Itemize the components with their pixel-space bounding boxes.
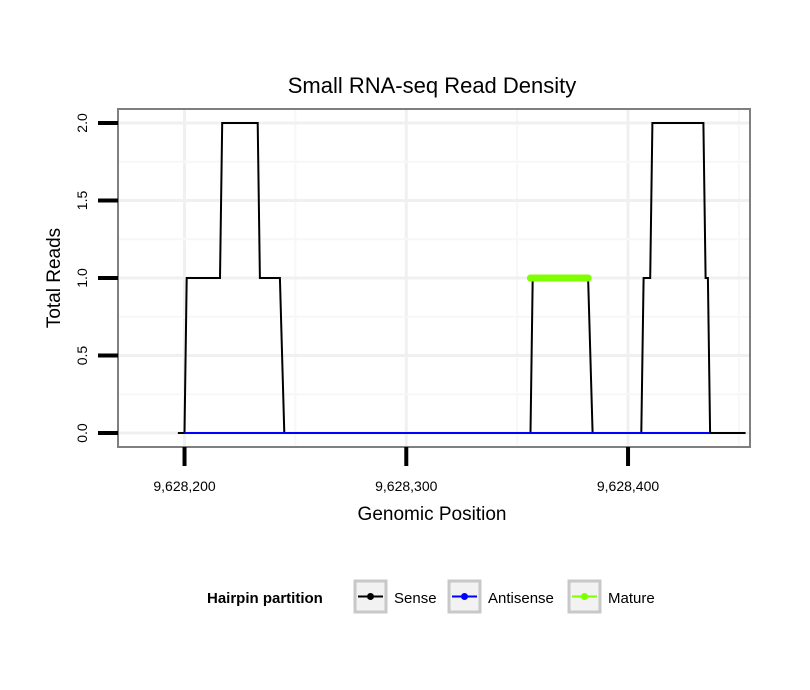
x-tick-label: 9,628,300	[375, 478, 437, 494]
series-point-mature	[526, 274, 534, 282]
x-axis-title: Genomic Position	[358, 504, 507, 525]
legend-item-mature: Mature	[567, 579, 655, 614]
x-tick-label: 9,628,400	[597, 478, 659, 494]
legend-key-point	[367, 593, 374, 600]
legend: Hairpin partition Sense Antisense Mature	[207, 579, 655, 614]
axes: 9,628,200 9,628,300 9,628,400 0.0 0.5 1.0 1.5 2…	[74, 113, 659, 494]
x-tick-label: 9,628,200	[153, 478, 215, 494]
chart-title: Small RNA-seq Read Density	[288, 73, 577, 98]
legend-title: Hairpin partition	[207, 590, 323, 607]
legend-item-sense: Sense	[353, 579, 437, 614]
series-layer	[177, 122, 746, 434]
y-axis-title: Total Reads	[44, 228, 65, 328]
y-tick-label: 0.0	[74, 423, 90, 443]
legend-label: Antisense	[488, 590, 554, 607]
legend-item-antisense: Antisense	[447, 579, 554, 614]
legend-key-point	[581, 593, 588, 600]
legend-label: Mature	[608, 590, 655, 607]
y-tick-label: 1.5	[74, 191, 90, 211]
legend-key-point	[461, 593, 468, 600]
legend-label: Sense	[394, 590, 437, 607]
series-point-mature	[584, 274, 592, 282]
y-tick-label: 0.5	[74, 346, 90, 366]
y-tick-label: 1.0	[74, 268, 90, 288]
y-tick-label: 2.0	[74, 113, 90, 133]
